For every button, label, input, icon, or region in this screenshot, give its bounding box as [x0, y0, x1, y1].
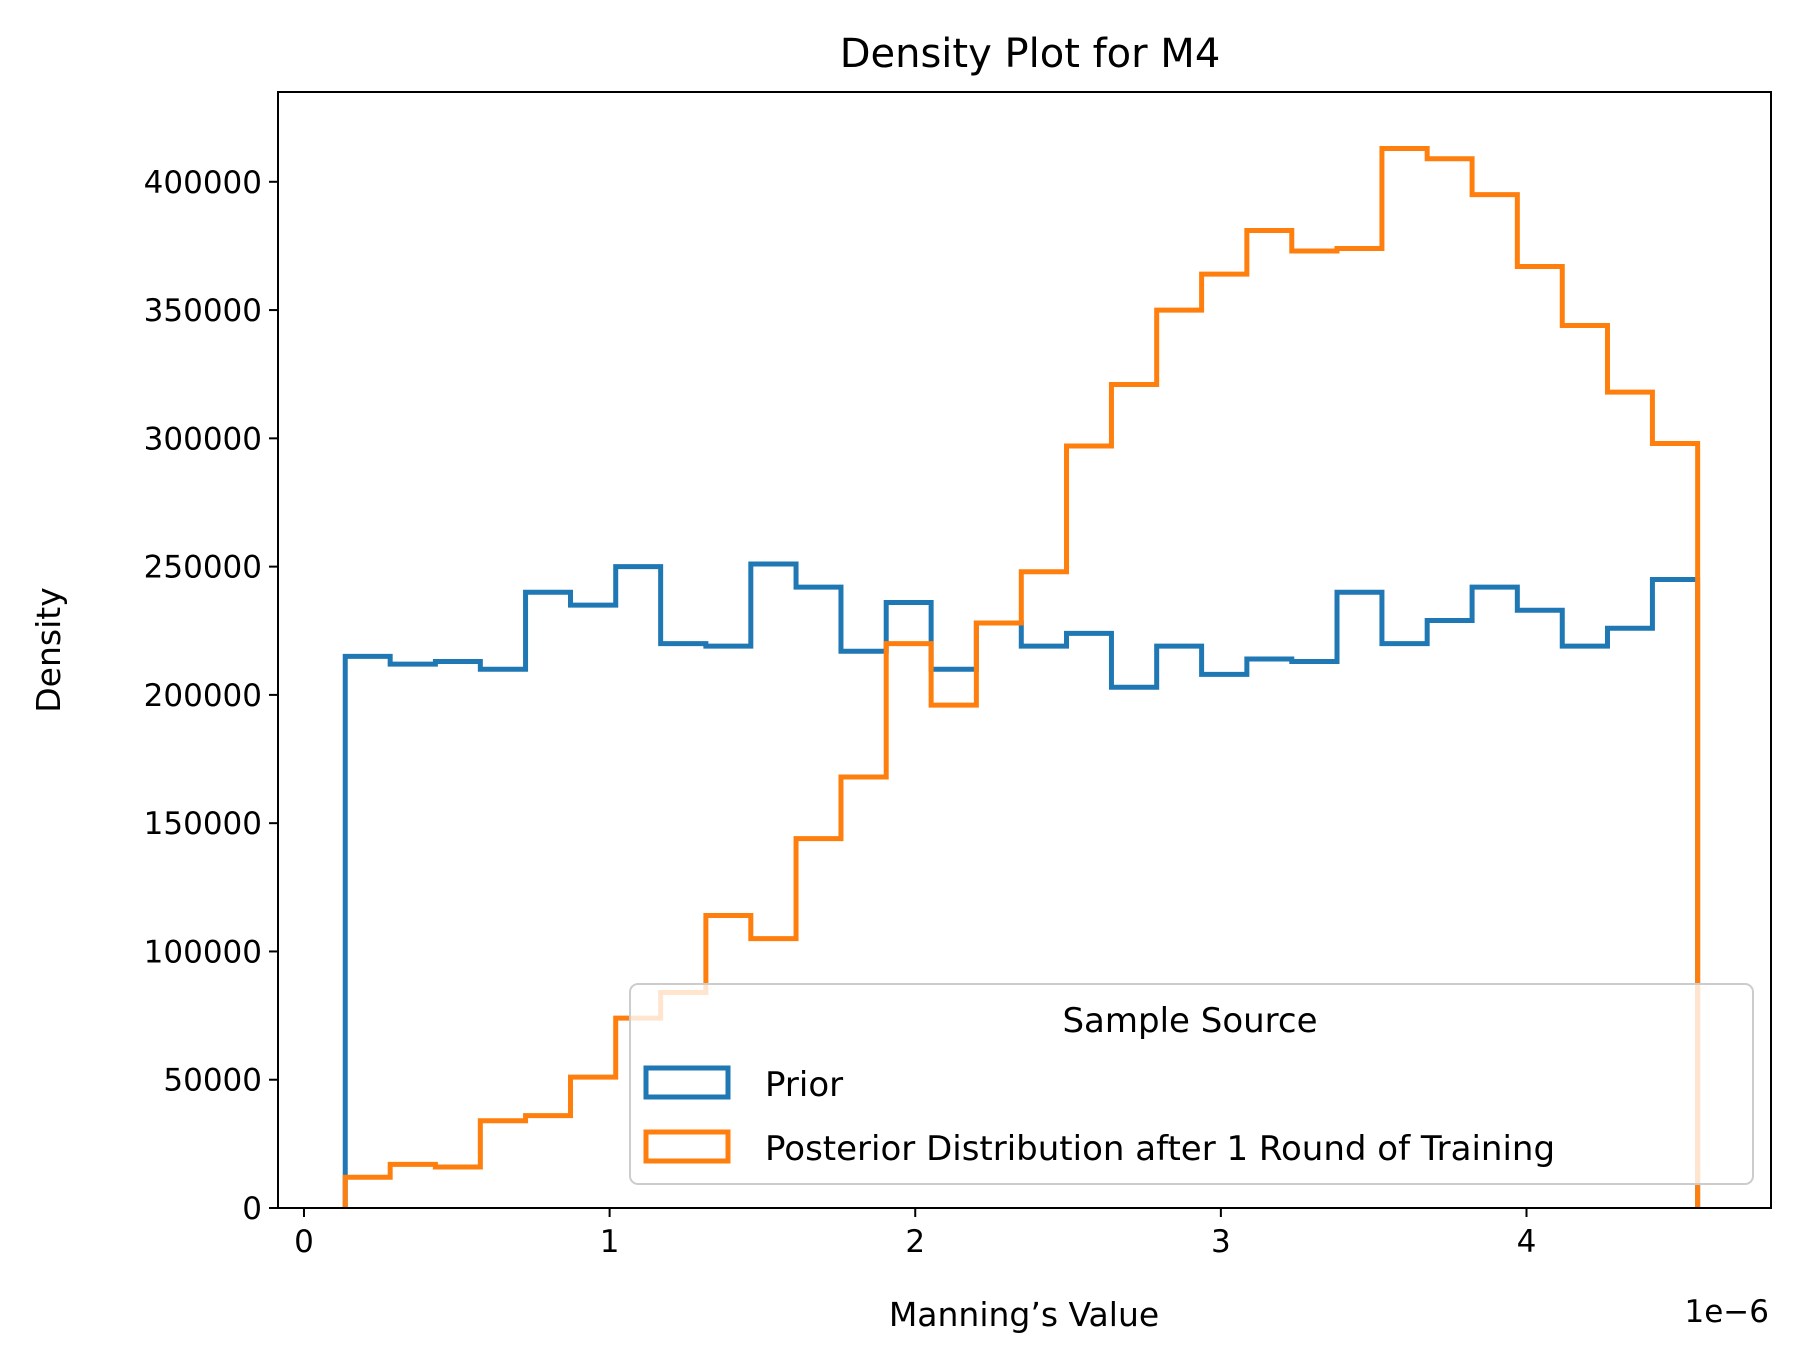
x-offset-label: 1e−6	[1685, 1294, 1770, 1330]
y-axis-title: Density	[29, 587, 68, 712]
y-tick-label: 0	[242, 1191, 262, 1227]
y-tick-label: 100000	[144, 934, 262, 970]
series-posterior-step-line	[342, 145, 1701, 1208]
y-axis-ticks: 0 50000 100000 150000 200000 250000 300000 3500…	[144, 165, 278, 1227]
y-tick-label: 300000	[144, 421, 262, 457]
y-tick-label: 200000	[144, 678, 262, 714]
y-tick-label: 150000	[144, 806, 262, 842]
y-tick-label: 50000	[163, 1063, 262, 1099]
legend-swatch-posterior	[643, 1129, 731, 1164]
x-tick-label: 2	[905, 1224, 925, 1260]
y-tick-label: 250000	[144, 550, 262, 586]
series-prior-step-line	[342, 561, 1701, 1208]
axes-frame	[277, 91, 1772, 1209]
x-axis-ticks: 0 1 2 3 4	[294, 1208, 1536, 1260]
x-tick-label: 1	[600, 1224, 620, 1260]
legend: Sample Source Prior Posterior Distributi…	[629, 983, 1754, 1185]
series-layer	[342, 145, 1701, 1208]
chart-title: Density Plot for M4	[840, 31, 1221, 77]
x-tick-label: 4	[1517, 1224, 1537, 1260]
plot-area: 0 1 2 3 4 0 50000 100000 150000 200000 250000 3000…	[144, 91, 1772, 1260]
legend-title: Sample Source	[1062, 1001, 1317, 1041]
x-axis-title: Manning’s Value	[889, 1295, 1159, 1334]
y-tick-label: 400000	[144, 165, 262, 201]
x-tick-label: 3	[1211, 1224, 1231, 1260]
x-tick-label: 0	[294, 1224, 314, 1260]
legend-label-prior: Prior	[765, 1065, 843, 1105]
y-tick-label: 350000	[144, 293, 262, 329]
legend-box	[629, 983, 1754, 1185]
legend-swatch-prior	[643, 1065, 731, 1100]
legend-label-posterior: Posterior Distribution after 1 Round of …	[765, 1129, 1555, 1169]
